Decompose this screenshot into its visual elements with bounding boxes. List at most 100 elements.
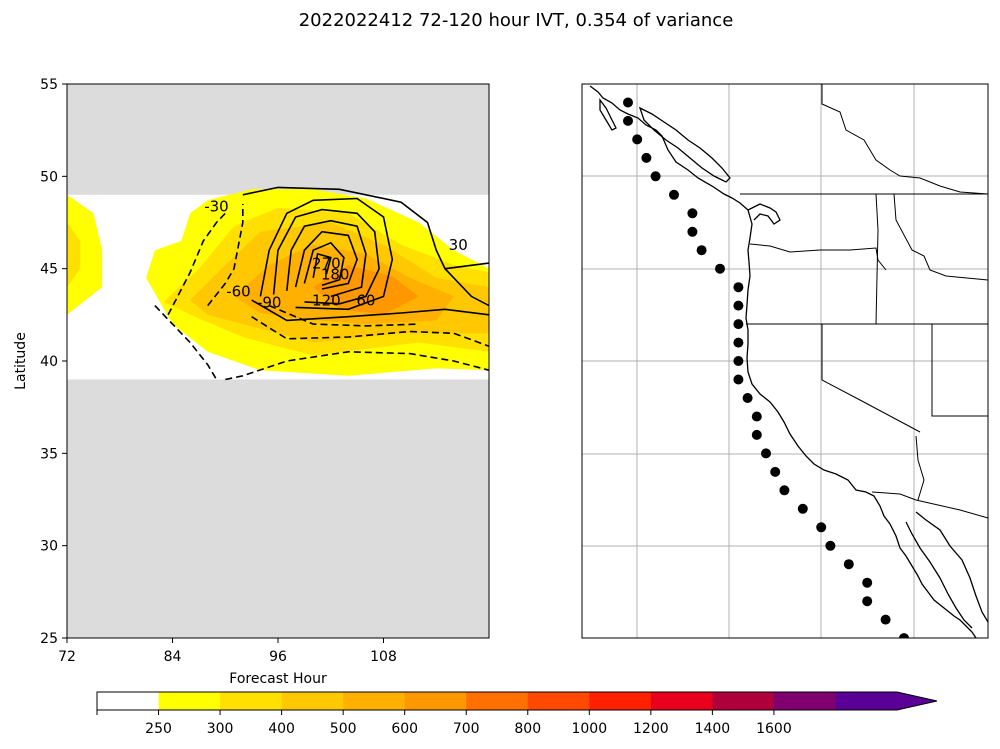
colorbar-segment-12: [835, 692, 898, 710]
y-tick-label-1: 30: [40, 539, 58, 555]
grid-point-33: [936, 707, 946, 717]
colorbar: 250 300 400 500 600 700 800 1000 1200 1400 1600: [96, 691, 938, 737]
colorbar-segment-0: [97, 692, 160, 710]
grid-point-30: [908, 652, 918, 662]
colorbar-tick-label-5: 700: [453, 721, 480, 737]
grid-point-5: [669, 189, 679, 200]
grid-point-7: [687, 226, 698, 237]
grid-point-29: [899, 633, 909, 638]
colorbar-tick-label-7: 1000: [571, 721, 607, 737]
map-frame: [581, 83, 989, 639]
grid-point-20: [770, 466, 781, 477]
colorbar-segment-9: [650, 692, 713, 710]
y-axis-ticks: 25 30 35 40 45 50 55: [40, 77, 67, 647]
vancouver-island: [638, 106, 731, 183]
grid-point-1: [623, 115, 633, 126]
grid-point-11: [733, 300, 744, 311]
gulf-of-california-west: [905, 521, 973, 629]
contour-label-2: 270: [312, 255, 341, 273]
colorbar-segment-6: [466, 692, 529, 710]
grid-points: [623, 97, 946, 717]
y-tick-label-6: 55: [40, 77, 58, 93]
grid-point-16: [742, 393, 753, 403]
colorbar-tick-label-3: 500: [330, 721, 357, 737]
colorbar-tick-label-4: 600: [391, 721, 418, 737]
colorbar-outline: [96, 691, 938, 711]
contour-line-3: [259, 197, 394, 311]
contour-line-2: [444, 268, 489, 307]
grid-point-2: [632, 134, 643, 145]
x-tick-label-3: 108: [370, 649, 397, 665]
political-borders: [740, 84, 988, 519]
x-tick-label-2: 96: [269, 649, 287, 665]
grid-point-3: [641, 152, 652, 163]
colorbar-segment-3: [281, 692, 344, 710]
grid-point-9: [715, 263, 725, 274]
contour-line-10: [154, 305, 218, 380]
grid-point-21: [779, 485, 790, 496]
grid-point-0: [623, 97, 633, 108]
grid-point-15: [733, 374, 744, 385]
colorbar-tick-label-8: 1200: [633, 721, 669, 737]
grid-point-25: [843, 559, 854, 570]
idaho-west-border: [875, 193, 879, 325]
contour-label-5: -60: [226, 282, 251, 300]
colorbar-segment-10: [712, 692, 775, 710]
y-tick-label-3: 40: [40, 354, 58, 370]
nevada-east-border: [931, 324, 988, 417]
grid-point-22: [797, 503, 808, 514]
x-tick-label-0: 72: [58, 649, 76, 665]
contour-line-5: [286, 219, 367, 298]
contour-line-0: [242, 186, 489, 270]
y-tick-label-5: 50: [40, 169, 58, 185]
colorbar-tick-label-2: 400: [268, 721, 295, 737]
y-tick-label-4: 45: [40, 262, 58, 278]
contour-label-7: 60: [356, 292, 375, 310]
fill-region-300-2: [67, 222, 81, 288]
x-axis-label: Forecast Hour: [229, 671, 327, 687]
contour-label-4: 120: [312, 292, 341, 310]
contour-line-14: [268, 304, 419, 327]
colorbar-segment-2: [220, 692, 283, 710]
grid-point-4: [650, 171, 661, 182]
grid-point-24: [825, 540, 836, 551]
puget-sound: [747, 203, 781, 225]
grid-point-26: [862, 577, 873, 588]
fill-region-250-0: [67, 194, 103, 315]
contour-line-7: [303, 241, 345, 287]
y-tick-label-2: 35: [40, 446, 58, 462]
colorbar-tick-label-9: 1400: [695, 721, 731, 737]
ca-nv-diagonal: [821, 324, 921, 433]
colorbar-extend-arrow: [897, 692, 937, 710]
us-mexico-border: [871, 491, 988, 519]
y-tick-label-0: 25: [40, 631, 58, 647]
contour-label-0: -30: [204, 197, 229, 215]
grid-point-28: [880, 614, 891, 625]
contour-line-9: [167, 212, 226, 316]
grid-point-12: [733, 319, 744, 330]
grid-point-13: [733, 337, 744, 348]
colorbar-segment-1: [158, 692, 221, 710]
grid-point-31: [927, 670, 937, 680]
coastline-main: [589, 85, 977, 638]
contour-line-11: [225, 350, 489, 381]
bc-alberta-border: [821, 84, 988, 195]
coastline: [589, 85, 988, 638]
grid-point-19: [761, 448, 771, 459]
contour-lines: [154, 186, 489, 381]
idaho-east-border: [893, 193, 988, 281]
right-panel: [581, 83, 989, 717]
colorbar-tick-label-1: 300: [207, 721, 234, 737]
contour-line-1: [251, 299, 489, 322]
grid-point-10: [733, 282, 744, 293]
grid-point-23: [816, 522, 827, 533]
contour-label-3: 180: [321, 266, 350, 284]
grid-point-14: [733, 356, 744, 366]
grid-point-6: [687, 208, 698, 219]
colorbar-segment-8: [589, 692, 652, 710]
colorbar-segment-5: [404, 692, 467, 710]
contour-line-6: [294, 230, 358, 290]
figure-title: 2022022412 72-120 hour IVT, 0.354 of var…: [299, 10, 734, 31]
